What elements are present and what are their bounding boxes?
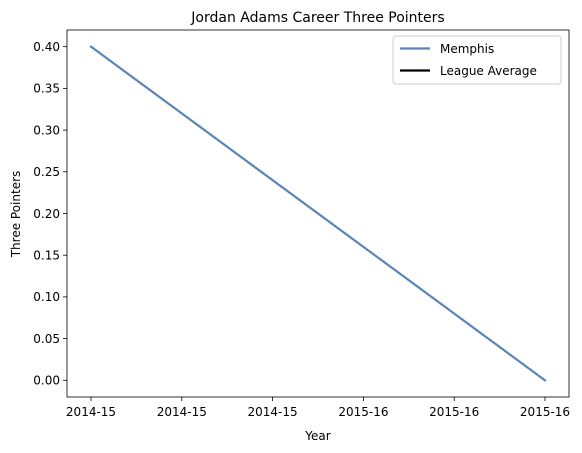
y-tick-label: 0.05 [33,332,60,346]
series-layer [89,45,547,382]
y-tick-label: 0.25 [33,165,60,179]
legend-label-memphis: Memphis [440,42,494,56]
y-axis-label: Three Pointers [9,171,23,259]
y-tick-label: 0.35 [33,82,60,96]
x-tick-label: 2015-16 [338,405,388,419]
x-tick-label: 2015-16 [429,405,479,419]
x-tick-label: 2014-15 [248,405,298,419]
y-tick-label: 0.40 [33,40,60,54]
x-tick-label: 2014-15 [66,405,116,419]
x-axis-label: Year [304,429,330,443]
series-line-memphis [89,45,547,382]
legend: Memphis League Average [392,35,562,85]
x-tick-label: 2015-16 [520,405,570,419]
legend-label-league-average: League Average [440,64,537,78]
x-tick-label: 2014-15 [157,405,207,419]
y-tick-label: 0.30 [33,123,60,137]
y-tick-label: 0.20 [33,207,60,221]
x-axis: 2014-15 2014-15 2014-15 2015-16 2015-16 2015-… [66,397,570,419]
legend-box [392,35,562,85]
y-axis: 0.00 0.05 0.10 0.15 0.20 0.25 0.30 0.35 0.40 [33,40,67,388]
chart-title: Jordan Adams Career Three Pointers [190,10,444,26]
y-tick-label: 0.10 [33,290,60,304]
y-tick-label: 0.00 [33,374,60,388]
y-tick-label: 0.15 [33,249,60,263]
